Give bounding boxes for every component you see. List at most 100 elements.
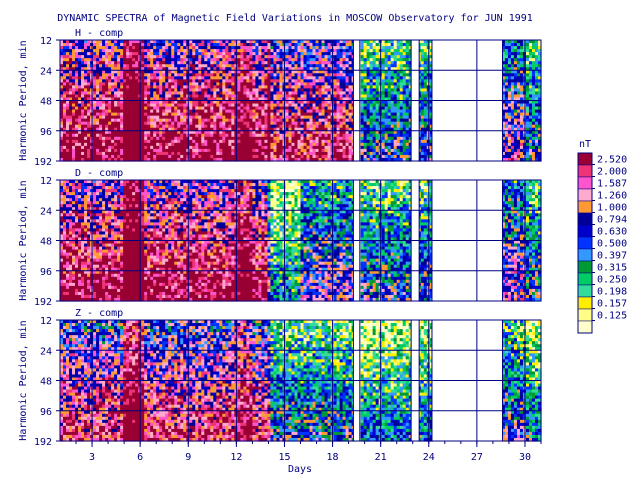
spectra-cell: [366, 133, 371, 138]
spectra-cell: [501, 103, 506, 108]
spectra-cell: [231, 94, 235, 99]
spectra-cell: [72, 94, 76, 99]
spectra-cell: [375, 40, 380, 44]
spectra-cell: [396, 70, 401, 74]
spectra-cell: [297, 133, 302, 138]
spectra-cell: [81, 70, 85, 74]
spectra-cell: [309, 118, 314, 123]
spectra-cell: [381, 127, 386, 132]
spectra-cell: [405, 142, 410, 147]
spectra-cell: [297, 61, 302, 65]
spectra-cell: [375, 58, 380, 62]
spectra-cell: [117, 115, 121, 120]
spectra-cell: [255, 130, 260, 135]
spectra-cell: [306, 40, 311, 44]
spectra-cell: [336, 142, 341, 147]
spectra-cell: [393, 121, 398, 126]
spectra-cell: [396, 46, 401, 50]
spectra-cell: [129, 85, 133, 90]
spectra-cell: [207, 79, 211, 83]
spectra-cell: [333, 145, 338, 150]
spectra-cell: [165, 115, 169, 120]
spectra-cell: [126, 91, 130, 96]
spectra-cell: [81, 97, 85, 102]
spectra-cell: [87, 148, 91, 153]
spectra-cell: [93, 127, 97, 132]
spectra-cell: [504, 106, 509, 111]
spectra-cell: [312, 112, 317, 117]
spectra-cell: [372, 49, 377, 53]
spectra-cell: [345, 79, 350, 83]
spectra-cell: [348, 145, 353, 150]
spectra-cell: [240, 127, 244, 132]
spectra-cell: [396, 52, 401, 56]
spectra-cell: [162, 133, 166, 138]
spectra-cell: [60, 151, 64, 156]
spectra-cell: [339, 121, 344, 126]
spectra-cell: [228, 115, 232, 120]
spectra-cell: [507, 136, 512, 141]
spectra-cell: [393, 130, 398, 135]
spectra-cell: [240, 67, 244, 71]
spectra-cell: [102, 148, 106, 153]
spectra-cell: [303, 154, 308, 159]
spectra-cell: [165, 154, 169, 159]
spectra-cell: [258, 145, 263, 150]
spectra-cell: [78, 133, 82, 138]
spectra-cell: [396, 82, 401, 86]
spectra-cell: [132, 67, 136, 71]
spectra-cell: [273, 139, 278, 144]
spectra-cell: [210, 151, 214, 156]
spectra-cell: [132, 88, 136, 93]
spectra-cell: [159, 103, 163, 108]
spectra-cell: [510, 64, 515, 68]
spectra-cell: [153, 103, 157, 108]
spectra-cell: [375, 157, 380, 162]
spectra-cell: [141, 106, 145, 111]
spectra-cell: [177, 52, 181, 56]
spectra-cell: [252, 124, 257, 129]
spectra-cell: [300, 58, 305, 62]
spectra-cell: [303, 157, 308, 162]
spectra-cell: [327, 145, 332, 150]
spectra-cell: [342, 88, 347, 93]
spectra-cell: [339, 130, 344, 135]
spectra-cell: [153, 79, 157, 83]
spectra-cell: [159, 82, 163, 86]
spectra-cell: [420, 91, 425, 96]
spectra-cell: [120, 148, 124, 153]
spectra-cell: [387, 118, 392, 123]
spectra-cell: [288, 91, 293, 96]
spectra-cell: [246, 85, 250, 90]
spectra-cell: [375, 112, 380, 117]
spectra-cell: [255, 100, 260, 105]
spectra-cell: [363, 121, 368, 126]
spectra-cell: [402, 142, 407, 147]
spectra-cell: [189, 43, 193, 47]
spectra-cell: [507, 121, 512, 126]
spectra-cell: [126, 121, 130, 126]
spectra-cell: [372, 115, 377, 120]
spectra-cell: [123, 67, 127, 71]
spectra-cell: [66, 118, 70, 123]
spectra-cell: [93, 52, 97, 56]
spectra-cell: [87, 109, 91, 114]
spectra-cell: [96, 151, 100, 156]
spectra-cell: [372, 58, 377, 62]
spectra-cell: [162, 112, 166, 117]
spectra-cell: [504, 79, 509, 83]
spectra-cell: [390, 58, 395, 62]
spectra-cell: [327, 70, 332, 74]
spectra-cell: [237, 139, 241, 144]
spectra-cell: [198, 82, 202, 86]
spectra-cell: [366, 157, 371, 162]
spectra-cell: [333, 70, 338, 74]
spectra-cell: [162, 115, 166, 120]
spectra-cell: [360, 145, 365, 150]
spectra-cell: [159, 127, 163, 132]
spectra-cell: [252, 106, 257, 111]
spectra-cell: [78, 145, 82, 150]
spectra-cell: [123, 109, 127, 114]
spectra-cell: [309, 58, 314, 62]
spectra-cell: [333, 79, 338, 83]
